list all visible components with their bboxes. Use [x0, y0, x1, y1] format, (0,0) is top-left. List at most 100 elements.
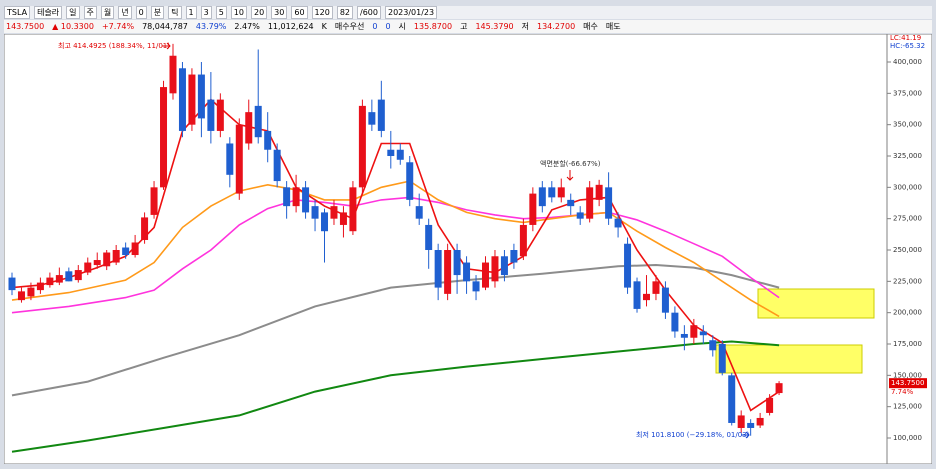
candle-body	[36, 282, 44, 291]
candle-body	[661, 287, 669, 313]
last-price-box	[889, 378, 927, 389]
toolbar-button[interactable]: 주	[83, 6, 97, 19]
toolbar-button[interactable]: 월	[100, 6, 115, 19]
candle-body	[538, 187, 546, 207]
candle-body	[358, 105, 366, 188]
candle-body	[718, 344, 726, 373]
toolbar-button[interactable]: 일	[66, 6, 80, 19]
toolbar-button[interactable]: 5	[215, 6, 227, 19]
toolbar-button[interactable]: 3	[200, 6, 212, 19]
candle-body	[131, 242, 139, 256]
toolbar-button[interactable]: 60	[291, 6, 308, 19]
candle-body	[46, 277, 54, 286]
y-tick-label: 275,000	[893, 215, 922, 223]
candle-body	[349, 187, 357, 232]
candle-body	[321, 212, 329, 232]
y-tick-label: 225,000	[893, 277, 922, 285]
split-annotation: 액면분할(-66.67%)	[540, 159, 601, 168]
quote-field[interactable]: 143.7500	[6, 22, 45, 31]
toolbar-button[interactable]: 120	[311, 6, 333, 19]
candle-body	[65, 271, 73, 282]
quote-field[interactable]: K	[321, 22, 327, 31]
candle-body	[27, 287, 35, 297]
candle-body	[264, 130, 272, 150]
toolbar-button[interactable]: 2023/01/23	[384, 6, 438, 19]
quote-field[interactable]: 43.79%	[195, 22, 227, 31]
candle-body	[642, 293, 650, 301]
y-tick-label: 400,000	[893, 58, 922, 66]
y-tick-label: 125,000	[893, 403, 922, 411]
toolbar-button[interactable]: 20	[250, 6, 268, 19]
quote-field[interactable]: 시	[398, 22, 406, 31]
candle-body	[425, 224, 433, 251]
highlight-zone	[715, 344, 863, 374]
moving-average	[11, 196, 780, 314]
chart: 100,000 125,000 150,000 175,000 200,000 225,0…	[4, 34, 932, 464]
toolbar-button[interactable]: /600	[357, 6, 381, 19]
quote-field[interactable]: 매도	[605, 22, 621, 31]
candle-body	[709, 340, 717, 351]
y-tick-label: 325,000	[893, 152, 922, 160]
candle-body	[292, 187, 300, 207]
last-price: 143.7500	[891, 379, 924, 387]
quote-field[interactable]: 145.3790	[475, 22, 514, 31]
toolbar-button[interactable]: 82	[336, 6, 354, 19]
quote-field[interactable]: 저	[521, 22, 529, 31]
toolbar: TSLA 테슬라 일 주 월 년 0 분 틱 1 3 5 10 20 30 60 120 82/600 2023/0…	[4, 6, 932, 19]
candle-body	[103, 252, 111, 267]
quote-field[interactable]: 78,044,787	[142, 22, 188, 31]
candle-body	[112, 250, 120, 263]
y-tick-label: 175,000	[893, 340, 922, 348]
candle-body	[434, 250, 442, 288]
candle-body	[55, 275, 63, 283]
y-tick-label: 300,000	[893, 183, 922, 191]
quote-field[interactable]: 매수우선	[334, 22, 365, 31]
quote-field[interactable]: 매수	[583, 22, 598, 31]
candle-body	[756, 417, 764, 426]
candle-body	[141, 217, 149, 240]
toolbar-button[interactable]: 년	[118, 6, 132, 19]
toolbar-button[interactable]: 틱	[168, 6, 182, 19]
candle-body	[529, 193, 537, 225]
candle-body	[576, 212, 584, 219]
candle-body	[680, 333, 688, 338]
candle-body	[557, 187, 565, 198]
candle-body	[671, 312, 679, 332]
quote-field[interactable]: 2.47%	[234, 22, 260, 31]
quote-field[interactable]: +7.74%	[101, 22, 135, 31]
candle-body	[207, 99, 215, 131]
quote-field[interactable]: 135.8700	[413, 22, 453, 31]
toolbar-button[interactable]: TSLA	[4, 6, 31, 19]
quote-field[interactable]: 11,012,624	[267, 22, 314, 31]
toolbar-button[interactable]: 테슬라	[34, 6, 63, 19]
toolbar-button[interactable]: 1	[185, 6, 197, 19]
arrow	[162, 42, 171, 50]
candle-body	[633, 281, 641, 309]
candle-body	[510, 250, 518, 263]
y-tick-label: 150,000	[893, 371, 922, 379]
quote-field[interactable]: 고	[460, 22, 468, 31]
toolbar-button[interactable]: 10	[230, 6, 247, 19]
candle-body	[396, 149, 404, 160]
candle-body	[93, 260, 101, 266]
quote-field[interactable]: 0	[385, 22, 391, 31]
quote-bar: 143.7500 ▲ 10.3300 +7.74% 78,044,787 43.79% 2…	[4, 20, 932, 33]
toolbar-button[interactable]: 분	[150, 6, 165, 19]
candle-body	[482, 262, 489, 288]
candle-body	[377, 99, 385, 131]
candle-body	[548, 187, 556, 198]
hc-label: HC:-65.32	[890, 42, 925, 50]
quote-field[interactable]: ▲ 10.3300	[52, 22, 94, 31]
toolbar-button[interactable]: 0	[135, 6, 147, 19]
quote-field[interactable]: 0	[372, 22, 378, 31]
candle-body	[614, 218, 622, 228]
candle-body	[699, 331, 707, 336]
toolbar-button[interactable]: 30	[271, 6, 288, 19]
candle-body	[775, 383, 783, 394]
low-annotation: 최저 101.8100 (−29.18%, 01/03)	[636, 430, 750, 439]
y-tick-label: 200,000	[893, 309, 922, 317]
arrow	[741, 431, 750, 439]
candle-body	[188, 74, 196, 125]
quote-field[interactable]: 134.2700	[537, 22, 576, 31]
candle-body	[387, 149, 395, 157]
